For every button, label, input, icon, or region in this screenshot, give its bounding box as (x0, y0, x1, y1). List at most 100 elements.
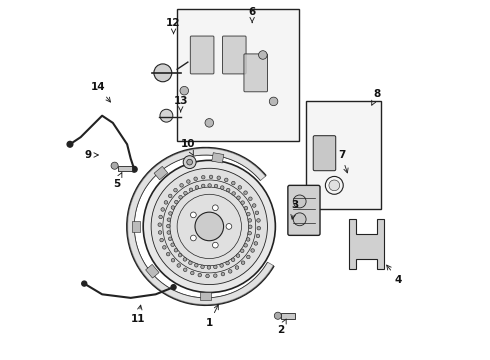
Circle shape (236, 254, 240, 257)
Circle shape (226, 188, 230, 192)
Circle shape (183, 268, 187, 271)
Circle shape (226, 224, 232, 229)
Circle shape (255, 211, 259, 215)
Circle shape (179, 195, 182, 199)
Bar (118, 166, 132, 171)
Circle shape (237, 196, 240, 199)
Circle shape (246, 255, 250, 259)
Circle shape (220, 264, 223, 267)
Polygon shape (348, 219, 384, 269)
Circle shape (244, 244, 247, 247)
Circle shape (171, 258, 175, 262)
Circle shape (187, 180, 190, 183)
Circle shape (171, 285, 176, 290)
Circle shape (177, 264, 180, 267)
Circle shape (206, 274, 209, 278)
Circle shape (214, 184, 218, 188)
Circle shape (238, 186, 242, 189)
Circle shape (154, 64, 172, 82)
Circle shape (248, 219, 251, 222)
Circle shape (244, 206, 248, 210)
Bar (306, 102, 381, 208)
Circle shape (187, 159, 193, 165)
Circle shape (189, 188, 193, 192)
Circle shape (191, 212, 196, 218)
Circle shape (207, 266, 211, 269)
Circle shape (183, 258, 187, 261)
Circle shape (191, 271, 194, 275)
Circle shape (213, 205, 218, 211)
Circle shape (228, 270, 232, 273)
Circle shape (178, 253, 182, 257)
Circle shape (221, 272, 225, 276)
FancyBboxPatch shape (288, 185, 320, 235)
Circle shape (131, 166, 137, 172)
Text: 1: 1 (206, 305, 219, 328)
Circle shape (183, 156, 196, 168)
Circle shape (195, 212, 223, 241)
Circle shape (293, 195, 306, 208)
Circle shape (161, 208, 165, 211)
Circle shape (167, 252, 170, 256)
Circle shape (329, 180, 340, 191)
Bar (132, 221, 140, 232)
Circle shape (209, 175, 213, 179)
Circle shape (241, 261, 245, 265)
Text: 3: 3 (291, 200, 298, 219)
Bar (146, 264, 159, 278)
Circle shape (226, 261, 229, 265)
Circle shape (169, 212, 172, 215)
Circle shape (143, 160, 275, 293)
Text: 10: 10 (181, 139, 195, 155)
Circle shape (214, 265, 217, 269)
Circle shape (167, 231, 171, 234)
Circle shape (169, 194, 172, 198)
Text: 2: 2 (277, 319, 286, 335)
Circle shape (171, 243, 174, 247)
Circle shape (160, 238, 163, 242)
Bar (154, 166, 168, 180)
Circle shape (235, 266, 239, 269)
Circle shape (180, 86, 189, 95)
Circle shape (257, 226, 261, 230)
Circle shape (205, 118, 214, 127)
Circle shape (254, 242, 258, 245)
Circle shape (159, 215, 162, 219)
Circle shape (201, 184, 205, 188)
Circle shape (195, 186, 199, 189)
Circle shape (164, 201, 168, 204)
Circle shape (160, 109, 173, 122)
Circle shape (248, 225, 252, 229)
Circle shape (184, 191, 187, 195)
Circle shape (191, 235, 196, 241)
Text: 7: 7 (338, 150, 348, 173)
Circle shape (174, 200, 178, 204)
Circle shape (220, 186, 224, 189)
Circle shape (241, 201, 245, 204)
Circle shape (259, 51, 267, 59)
Circle shape (251, 249, 254, 252)
Text: 9: 9 (84, 150, 98, 160)
Circle shape (198, 273, 201, 277)
Circle shape (201, 265, 204, 269)
Bar (281, 313, 295, 319)
Text: 4: 4 (387, 265, 402, 285)
Circle shape (195, 264, 198, 267)
Circle shape (151, 168, 268, 285)
Circle shape (158, 231, 162, 234)
Circle shape (169, 237, 172, 240)
Circle shape (248, 197, 252, 201)
Circle shape (256, 234, 260, 238)
Circle shape (232, 192, 235, 195)
Circle shape (246, 238, 250, 241)
Polygon shape (127, 148, 274, 305)
Circle shape (67, 141, 73, 147)
Text: 8: 8 (372, 89, 381, 105)
Circle shape (158, 223, 162, 226)
Circle shape (111, 162, 118, 169)
Circle shape (208, 184, 211, 187)
Circle shape (194, 177, 197, 181)
Circle shape (201, 175, 205, 179)
Circle shape (224, 178, 228, 182)
Text: 13: 13 (173, 96, 188, 112)
